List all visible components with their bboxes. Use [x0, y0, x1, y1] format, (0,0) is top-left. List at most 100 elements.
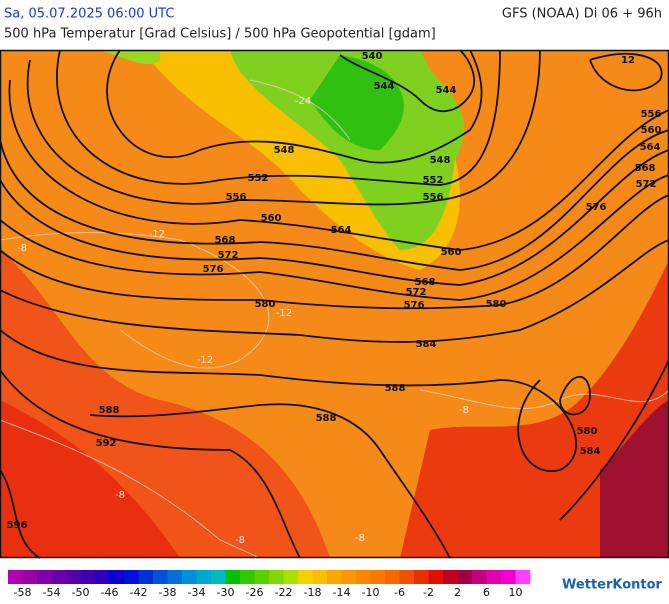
contour-label: 572: [636, 179, 657, 190]
colorbar-tick-label: -46: [101, 586, 119, 599]
colorbar-swatch: [254, 570, 270, 584]
colorbar-swatch: [211, 570, 226, 584]
colorbar-tick-label: -38: [159, 586, 177, 599]
colorbar-swatch: [385, 570, 400, 584]
colorbar-tick-label: -30: [217, 586, 235, 599]
contour-label: 548: [274, 145, 295, 156]
contour-label: 540: [362, 51, 383, 62]
colorbar-tick-label: 6: [483, 586, 490, 599]
colorbar-swatch: [153, 570, 168, 584]
temperature-label: -8: [235, 535, 245, 546]
contour-label: 544: [436, 85, 457, 96]
contour-label: 580: [486, 299, 507, 310]
contour-label: 556: [641, 109, 662, 120]
contour-label: 576: [404, 300, 425, 311]
contour-label: 580: [255, 299, 276, 310]
contour-label: 556: [226, 192, 247, 203]
contour-label: 588: [316, 413, 337, 424]
temperature-label: -12: [276, 308, 292, 319]
colorbar-swatch: [327, 570, 342, 584]
contour-label: 560: [261, 213, 282, 224]
contour-label: 544: [374, 81, 395, 92]
colorbar-swatch: [472, 570, 487, 584]
contour-label: 596: [7, 520, 28, 531]
model-run: GFS (NOAA) Di 06 + 96h: [502, 7, 662, 22]
colorbar-swatch: [370, 570, 386, 584]
colorbar-swatch: [457, 570, 473, 584]
contour-label: 564: [640, 142, 661, 153]
contour-label: 12: [621, 55, 635, 66]
temperature-label: -8: [17, 243, 27, 254]
subtitle: 500 hPa Temperatur [Grad Celsius] / 500 …: [4, 27, 436, 42]
cold-region: [310, 55, 404, 150]
temperature-label: -24: [295, 96, 311, 107]
cold-region: [230, 50, 465, 250]
colorbar-swatch: [298, 570, 313, 584]
colorbar-swatch: [312, 570, 328, 584]
colorbar-swatch: [486, 570, 502, 584]
contour-label: 568: [415, 277, 436, 288]
colorbar-tick-label: 2: [454, 586, 461, 599]
colorbar-swatch: [428, 570, 444, 584]
contour-label: 584: [416, 339, 437, 350]
contour-label: 552: [423, 175, 444, 186]
colorbar-swatch: [414, 570, 429, 584]
colorbar-tick-label: -18: [304, 586, 322, 599]
logo: WetterKontor: [562, 578, 663, 593]
colorbar-swatch: [269, 570, 284, 584]
colorbar-swatch: [109, 570, 125, 584]
colorbar-tick-label: 10: [509, 586, 523, 599]
colorbar-swatch: [240, 570, 255, 584]
colorbar-tick-label: -2: [423, 586, 434, 599]
colorbar-tick-label: -58: [14, 586, 32, 599]
colorbar-swatch: [80, 570, 96, 584]
contour-label: 556: [423, 192, 444, 203]
contour-label: 576: [203, 264, 224, 275]
colorbar-swatch: [225, 570, 241, 584]
colorbar-swatch: [283, 570, 299, 584]
timestamp: Sa, 05.07.2025 06:00 UTC: [4, 7, 174, 22]
contour-label: 588: [385, 383, 406, 394]
contour-label: 572: [218, 250, 239, 261]
temperature-label: -8: [115, 490, 125, 501]
hot-region: [600, 400, 669, 558]
temperature-label: -12: [197, 355, 213, 366]
temperature-label: -12: [149, 229, 165, 240]
colorbar-tick-label: -54: [43, 586, 61, 599]
contour-label: 588: [99, 405, 120, 416]
contour-label: 552: [248, 173, 269, 184]
colorbar-swatch: [356, 570, 371, 584]
isohypses: [0, 49, 669, 559]
temperature-label: -8: [459, 405, 469, 416]
colorbar-tick-label: -22: [275, 586, 293, 599]
colorbar-swatch: [95, 570, 110, 584]
contour-label: 560: [441, 247, 462, 258]
colorbar-swatch: [8, 570, 23, 584]
contour-label: 564: [331, 225, 352, 236]
temperature-label: -8: [355, 533, 365, 544]
colorbar-swatch: [501, 570, 516, 584]
colorbar-swatch: [182, 570, 197, 584]
colorbar-swatch: [196, 570, 212, 584]
colorbar-tick-label: -34: [188, 586, 206, 599]
colorbar-swatch: [51, 570, 67, 584]
colorbar-swatch: [22, 570, 38, 584]
colorbar-swatch: [167, 570, 183, 584]
colorbar-tick-label: -42: [130, 586, 148, 599]
warm-region: [0, 400, 180, 558]
colorbar-swatch: [443, 570, 458, 584]
contour-label: 568: [215, 235, 236, 246]
contour-label: 572: [406, 287, 427, 298]
contour-label: 560: [641, 125, 662, 136]
colorbar-swatch: [399, 570, 415, 584]
contour-label: 592: [96, 438, 117, 449]
contour-label: 548: [430, 155, 451, 166]
contour-label: 584: [580, 446, 601, 457]
colorbar-swatch: [515, 570, 531, 584]
contour-label: 576: [586, 202, 607, 213]
colorbar-swatch: [138, 570, 154, 584]
